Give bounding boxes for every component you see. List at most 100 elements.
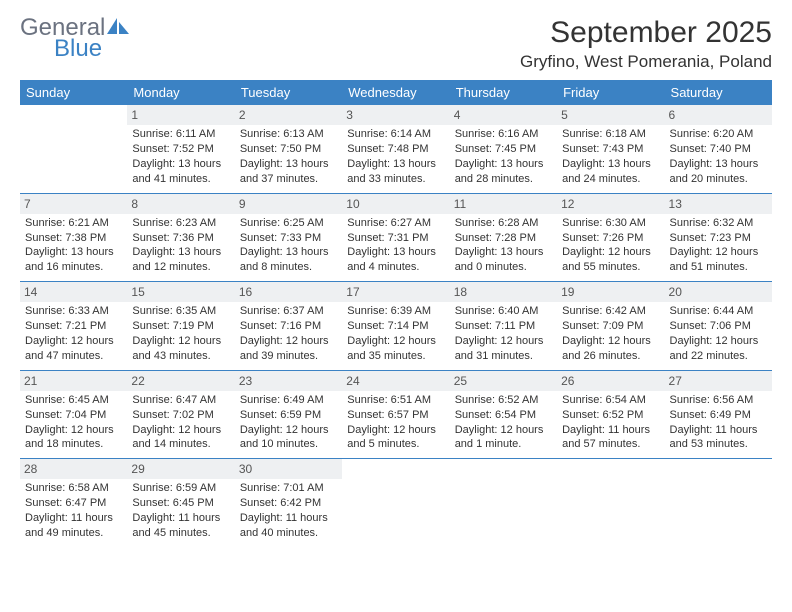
sunset-text: Sunset: 7:52 PM xyxy=(132,142,229,157)
calendar-header-row: SundayMondayTuesdayWednesdayThursdayFrid… xyxy=(20,80,772,105)
sunrise-text: Sunrise: 6:37 AM xyxy=(240,304,337,319)
daylight-text: Daylight: 13 hours and 0 minutes. xyxy=(455,245,552,275)
sunrise-text: Sunrise: 6:20 AM xyxy=(670,127,767,142)
sunset-text: Sunset: 7:36 PM xyxy=(132,231,229,246)
sunrise-text: Sunrise: 6:51 AM xyxy=(347,393,444,408)
calendar-cell xyxy=(20,105,127,193)
day-number: 4 xyxy=(450,105,557,125)
day-number: 9 xyxy=(235,194,342,214)
day-number: 26 xyxy=(557,371,664,391)
calendar-cell: 10Sunrise: 6:27 AMSunset: 7:31 PMDayligh… xyxy=(342,194,449,282)
day-number: 7 xyxy=(20,194,127,214)
day-number: 2 xyxy=(235,105,342,125)
calendar-cell xyxy=(342,459,449,547)
daylight-text: Daylight: 12 hours and 39 minutes. xyxy=(240,334,337,364)
weekday-header: Tuesday xyxy=(235,80,342,105)
weekday-header: Thursday xyxy=(450,80,557,105)
sunrise-text: Sunrise: 7:01 AM xyxy=(240,481,337,496)
day-number: 20 xyxy=(665,282,772,302)
sunrise-text: Sunrise: 6:28 AM xyxy=(455,216,552,231)
sunset-text: Sunset: 7:19 PM xyxy=(132,319,229,334)
calendar-cell: 25 Sunrise: 6:52 AMSunset: 6:54 PMDayligh… xyxy=(450,371,557,459)
day-number: 14 xyxy=(20,282,127,302)
day-number: 15 xyxy=(127,282,234,302)
sunrise-text: Sunrise: 6:45 AM xyxy=(25,393,122,408)
location: Gryfino, West Pomerania, Poland xyxy=(520,52,772,72)
sunset-text: Sunset: 7:50 PM xyxy=(240,142,337,157)
sunrise-text: Sunrise: 6:33 AM xyxy=(25,304,122,319)
daylight-text: Daylight: 13 hours and 4 minutes. xyxy=(347,245,444,275)
daylight-text: Daylight: 12 hours and 55 minutes. xyxy=(562,245,659,275)
sunset-text: Sunset: 7:31 PM xyxy=(347,231,444,246)
daylight-text: Daylight: 13 hours and 28 minutes. xyxy=(455,157,552,187)
calendar-cell: 11Sunrise: 6:28 AMSunset: 7:28 PMDayligh… xyxy=(450,194,557,282)
sunrise-text: Sunrise: 6:52 AM xyxy=(455,393,552,408)
sunrise-text: Sunrise: 6:25 AM xyxy=(240,216,337,231)
calendar-cell: 22Sunrise: 6:47 AMSunset: 7:02 PMDayligh… xyxy=(127,371,234,459)
calendar-cell: 4Sunrise: 6:16 AMSunset: 7:45 PMDaylight… xyxy=(450,105,557,193)
day-number: 18 xyxy=(450,282,557,302)
calendar-body: 1Sunrise: 6:11 AMSunset: 7:52 PMDaylight… xyxy=(20,105,772,547)
sunset-text: Sunset: 6:49 PM xyxy=(670,408,767,423)
sunrise-text: Sunrise: 6:30 AM xyxy=(562,216,659,231)
calendar-cell: 13Sunrise: 6:32 AMSunset: 7:23 PMDayligh… xyxy=(665,194,772,282)
title-block: September 2025 Gryfino, West Pomerania, … xyxy=(520,16,772,72)
sunset-text: Sunset: 6:45 PM xyxy=(132,496,229,511)
sunset-text: Sunset: 6:59 PM xyxy=(240,408,337,423)
sunset-text: Sunset: 6:47 PM xyxy=(25,496,122,511)
day-number: 16 xyxy=(235,282,342,302)
sunset-text: Sunset: 7:45 PM xyxy=(455,142,552,157)
calendar-cell: 27Sunrise: 6:56 AMSunset: 6:49 PMDayligh… xyxy=(665,371,772,459)
daylight-text: Daylight: 11 hours and 45 minutes. xyxy=(132,511,229,541)
calendar-cell: 12Sunrise: 6:30 AMSunset: 7:26 PMDayligh… xyxy=(557,194,664,282)
day-number: 19 xyxy=(557,282,664,302)
calendar-cell: 7Sunrise: 6:21 AMSunset: 7:38 PMDaylight… xyxy=(20,194,127,282)
sunrise-text: Sunrise: 6:54 AM xyxy=(562,393,659,408)
weekday-header: Monday xyxy=(127,80,234,105)
daylight-text: Daylight: 13 hours and 24 minutes. xyxy=(562,157,659,187)
daylight-text: Daylight: 11 hours and 53 minutes. xyxy=(670,423,767,453)
sunset-text: Sunset: 7:26 PM xyxy=(562,231,659,246)
daylight-text: Daylight: 12 hours and 31 minutes. xyxy=(455,334,552,364)
daylight-text: Daylight: 12 hours and 51 minutes. xyxy=(670,245,767,275)
calendar-cell: 20Sunrise: 6:44 AMSunset: 7:06 PMDayligh… xyxy=(665,282,772,370)
day-number: 3 xyxy=(342,105,449,125)
daylight-text: Daylight: 12 hours and 47 minutes. xyxy=(25,334,122,364)
sunset-text: Sunset: 7:04 PM xyxy=(25,408,122,423)
daylight-text: Daylight: 12 hours and 1 minute. xyxy=(455,423,552,453)
sunrise-text: Sunrise: 6:58 AM xyxy=(25,481,122,496)
weekday-header: Saturday xyxy=(665,80,772,105)
sunrise-text: Sunrise: 6:40 AM xyxy=(455,304,552,319)
calendar-cell: 6Sunrise: 6:20 AMSunset: 7:40 PMDaylight… xyxy=(665,105,772,193)
sunset-text: Sunset: 6:54 PM xyxy=(455,408,552,423)
daylight-text: Daylight: 12 hours and 10 minutes. xyxy=(240,423,337,453)
sunrise-text: Sunrise: 6:42 AM xyxy=(562,304,659,319)
day-number: 25 xyxy=(450,371,557,391)
day-number: 27 xyxy=(665,371,772,391)
sunset-text: Sunset: 7:11 PM xyxy=(455,319,552,334)
day-number: 24 xyxy=(342,371,449,391)
calendar-week: 1Sunrise: 6:11 AMSunset: 7:52 PMDaylight… xyxy=(20,105,772,193)
calendar-cell: 18 Sunrise: 6:40 AMSunset: 7:11 PMDayligh… xyxy=(450,282,557,370)
calendar-cell: 16 Sunrise: 6:37 AMSunset: 7:16 PMDayligh… xyxy=(235,282,342,370)
weekday-header: Friday xyxy=(557,80,664,105)
day-number: 23 xyxy=(235,371,342,391)
daylight-text: Daylight: 12 hours and 35 minutes. xyxy=(347,334,444,364)
sunset-text: Sunset: 7:16 PM xyxy=(240,319,337,334)
sunset-text: Sunset: 7:02 PM xyxy=(132,408,229,423)
calendar-cell: 14Sunrise: 6:33 AMSunset: 7:21 PMDayligh… xyxy=(20,282,127,370)
sunrise-text: Sunrise: 6:47 AM xyxy=(132,393,229,408)
daylight-text: Daylight: 12 hours and 26 minutes. xyxy=(562,334,659,364)
daylight-text: Daylight: 13 hours and 37 minutes. xyxy=(240,157,337,187)
calendar-cell: 21Sunrise: 6:45 AMSunset: 7:04 PMDayligh… xyxy=(20,371,127,459)
calendar-week: 21Sunrise: 6:45 AMSunset: 7:04 PMDayligh… xyxy=(20,371,772,459)
weekday-header: Sunday xyxy=(20,80,127,105)
daylight-text: Daylight: 12 hours and 22 minutes. xyxy=(670,334,767,364)
month-title: September 2025 xyxy=(520,16,772,50)
calendar-cell: 23Sunrise: 6:49 AMSunset: 6:59 PMDayligh… xyxy=(235,371,342,459)
calendar-table: SundayMondayTuesdayWednesdayThursdayFrid… xyxy=(20,80,772,547)
calendar-cell: 2Sunrise: 6:13 AMSunset: 7:50 PMDaylight… xyxy=(235,105,342,193)
calendar-week: 7Sunrise: 6:21 AMSunset: 7:38 PMDaylight… xyxy=(20,194,772,282)
calendar-cell: 30Sunrise: 7:01 AMSunset: 6:42 PMDayligh… xyxy=(235,459,342,547)
sunrise-text: Sunrise: 6:32 AM xyxy=(670,216,767,231)
